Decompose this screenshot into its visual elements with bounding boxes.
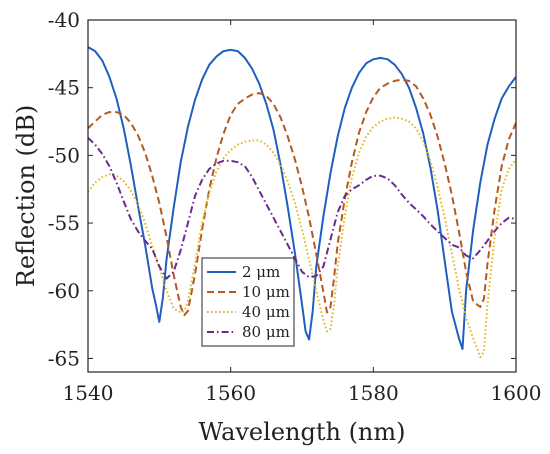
- y-tick-label: -55: [48, 211, 80, 235]
- x-axis-label: Wavelength (nm): [198, 418, 405, 446]
- tick-layer: 1540 1560 1580 1600 -40 -45 -50 -55 -60 -65: [48, 8, 542, 405]
- y-tick-label: -45: [48, 76, 80, 100]
- y-tick-label: -60: [48, 279, 80, 303]
- y-axis-label: Reflection (dB): [12, 105, 40, 288]
- y-tick-label: -40: [48, 8, 80, 32]
- series-layer: [88, 46, 516, 359]
- legend-label-3: 80 μm: [242, 323, 290, 341]
- x-tick-label: 1580: [348, 381, 399, 405]
- legend-label-0: 2 μm: [242, 263, 280, 281]
- y-tick-label: -50: [48, 143, 80, 167]
- series-line-3: [88, 137, 516, 280]
- series-line-2: [88, 116, 516, 359]
- legend-label-1: 10 μm: [242, 283, 290, 301]
- legend: 2 μm 10 μm 40 μm 80 μm: [201, 257, 295, 347]
- series-line-0: [88, 46, 516, 350]
- x-tick-label: 1560: [205, 381, 256, 405]
- x-tick-label: 1540: [63, 381, 114, 405]
- y-tick-label: -65: [48, 346, 80, 370]
- x-tick-label: 1600: [491, 381, 542, 405]
- legend-label-2: 40 μm: [242, 303, 290, 321]
- plot-area-frame: [87, 19, 517, 373]
